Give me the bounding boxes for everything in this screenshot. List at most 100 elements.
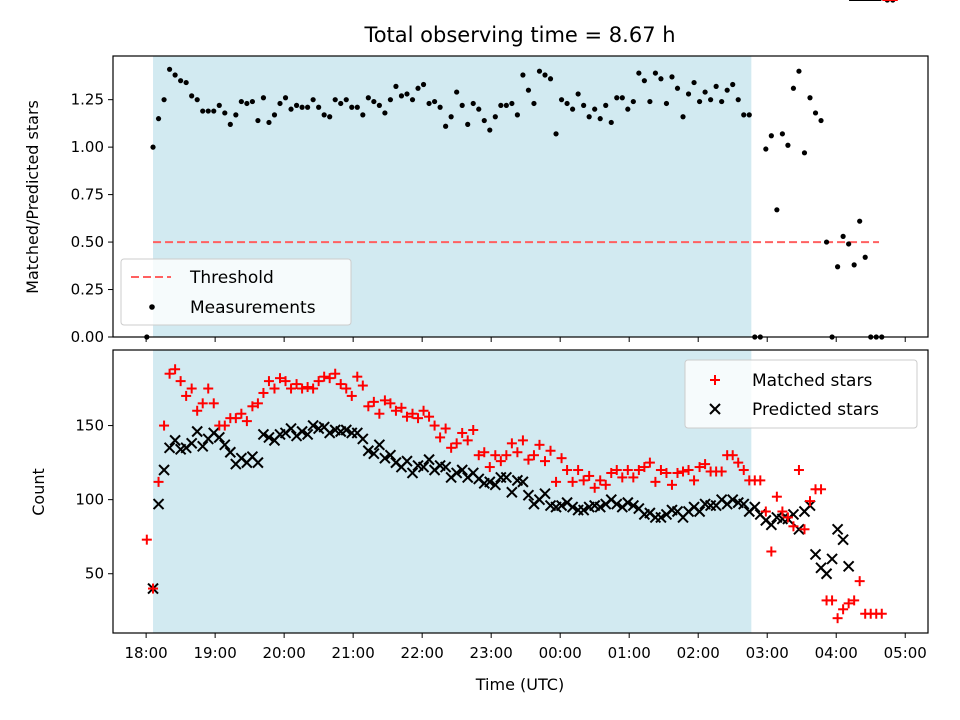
matched-star-point bbox=[639, 462, 650, 473]
measurement-point bbox=[398, 93, 405, 99]
measurement-point bbox=[603, 102, 609, 108]
measurement-point bbox=[332, 97, 338, 103]
matched-star-point bbox=[573, 465, 584, 476]
measurement-point bbox=[592, 106, 598, 112]
measurement-point bbox=[327, 114, 333, 120]
measurement-point bbox=[774, 207, 780, 213]
matched-star-point bbox=[286, 383, 297, 394]
predicted-star-point bbox=[285, 422, 297, 435]
legend-predicted-swatch bbox=[709, 403, 721, 415]
matched-star-point bbox=[606, 467, 617, 478]
predicted-star-point bbox=[506, 486, 518, 498]
measurement-point bbox=[155, 116, 162, 122]
matched-star-point bbox=[258, 387, 269, 398]
matched-star-point bbox=[777, 506, 788, 517]
measurement-point bbox=[393, 83, 399, 89]
matched-star-point bbox=[501, 450, 512, 461]
predicted-star-point bbox=[296, 425, 308, 438]
matched-star-point bbox=[804, 496, 815, 507]
measurement-point bbox=[779, 131, 785, 137]
measurement-point bbox=[293, 102, 300, 108]
measurement-point bbox=[586, 114, 592, 120]
y-tick-label: 50 bbox=[85, 565, 104, 583]
measurement-point bbox=[233, 112, 239, 118]
predicted-star-point bbox=[263, 431, 275, 444]
measurement-point bbox=[443, 123, 449, 129]
matched-star-point bbox=[512, 447, 523, 458]
matched-star-point bbox=[551, 476, 562, 487]
matched-star-point bbox=[236, 408, 247, 419]
matched-star-point bbox=[346, 390, 357, 401]
predicted-star-point bbox=[158, 464, 170, 476]
ratio-axes: 0.00 0.25 0.50 0.75 1.00 1.25 bbox=[71, 55, 929, 346]
measurement-point bbox=[625, 106, 631, 112]
predicted-star-point bbox=[219, 439, 231, 451]
matched-star-point bbox=[280, 376, 291, 387]
measurement-point bbox=[691, 79, 697, 86]
y-tick-label: 0.25 bbox=[71, 281, 104, 299]
matched-star-point bbox=[374, 408, 385, 419]
predicted-star-point bbox=[577, 504, 590, 516]
y-tick-label: 150 bbox=[75, 417, 104, 435]
matched-star-point bbox=[357, 380, 368, 391]
predicted-star-point bbox=[340, 424, 352, 436]
matched-star-point bbox=[302, 382, 313, 393]
matched-star-point bbox=[793, 465, 804, 476]
measurement-point bbox=[216, 102, 222, 108]
measurement-point bbox=[696, 98, 703, 105]
legend-marker-swatches bbox=[709, 375, 721, 415]
measurement-point bbox=[763, 146, 769, 152]
chart-title: Total observing time = 8.67 h bbox=[363, 23, 675, 47]
matched-star-point bbox=[644, 457, 655, 468]
measurement-point bbox=[222, 110, 228, 116]
legend-predicted-label: Predicted stars bbox=[752, 400, 879, 420]
matched-star-point bbox=[451, 438, 462, 449]
measurement-point bbox=[409, 97, 416, 103]
measurement-point bbox=[575, 91, 581, 97]
predicted-star-point bbox=[384, 449, 397, 461]
measurement-point bbox=[426, 100, 432, 107]
measurement-point bbox=[730, 81, 736, 88]
legend-matched-swatch bbox=[710, 375, 720, 385]
count-legend-box bbox=[684, 359, 918, 429]
matched-star-point bbox=[141, 534, 152, 545]
matched-star-point bbox=[838, 604, 849, 615]
matched-star-point bbox=[666, 479, 677, 490]
predicted-star-point bbox=[423, 453, 435, 466]
measurement-point bbox=[255, 117, 261, 124]
predicted-star-point bbox=[439, 461, 452, 473]
matched-star-point bbox=[435, 432, 446, 443]
matched-star-point bbox=[269, 383, 280, 394]
predicted-star-point bbox=[622, 496, 634, 509]
matched-star-point bbox=[799, 524, 810, 535]
measurement-point bbox=[161, 97, 167, 103]
matched-star-point bbox=[203, 383, 214, 394]
measurement-point bbox=[558, 97, 565, 103]
measurement-point bbox=[619, 95, 625, 101]
matched-star-point bbox=[854, 576, 865, 587]
count-points bbox=[141, 0, 898, 624]
matched-star-point bbox=[385, 398, 396, 409]
measurement-point bbox=[812, 110, 819, 116]
matched-star-point bbox=[716, 466, 727, 477]
measurement-point bbox=[647, 98, 653, 105]
measurement-point bbox=[514, 112, 520, 118]
legend-measurements-swatch bbox=[149, 304, 155, 310]
measurement-point bbox=[790, 85, 797, 91]
observing-window-shade bbox=[153, 350, 752, 633]
matched-star-point bbox=[241, 416, 252, 427]
measurement-point bbox=[205, 108, 211, 114]
count-axes: 50 100 150 18:00 19:00 20:00 21:00 22:00 23:00 00… bbox=[75, 349, 929, 662]
ratio-legend: Threshold Measurements bbox=[120, 258, 352, 326]
measurement-point bbox=[420, 81, 427, 88]
measurement-point bbox=[360, 112, 366, 118]
matched-star-point bbox=[479, 447, 490, 458]
matched-star-point bbox=[368, 396, 379, 407]
measurement-point bbox=[487, 127, 493, 133]
predicted-star-point bbox=[627, 499, 640, 512]
matched-star-point bbox=[186, 383, 197, 394]
measurement-points bbox=[144, 0, 896, 340]
measurement-point bbox=[525, 87, 532, 93]
measurement-point bbox=[470, 100, 476, 107]
measurement-point bbox=[570, 106, 576, 112]
